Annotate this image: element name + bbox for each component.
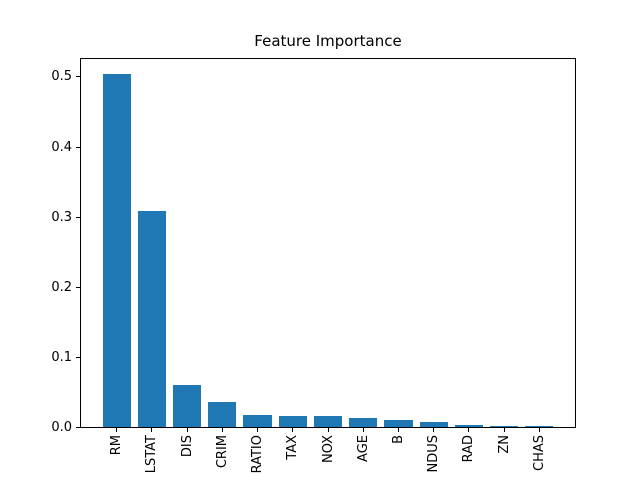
x-axis-tick-label: ZN [496,434,512,454]
x-axis-tick [292,427,294,432]
x-axis-tick [151,427,153,432]
bar [173,384,202,428]
y-axis-tick-label: 0.3 [51,209,72,225]
x-axis-tick [433,427,435,432]
chart-title: Feature Importance [254,32,402,50]
y-axis-tick [76,286,80,288]
x-axis-tick [362,427,364,432]
x-axis-tick-label: AGE [355,434,371,462]
bar [208,401,237,428]
x-axis-tick-label: CHAS [531,434,547,471]
y-axis-tick [76,427,80,428]
bar [419,421,448,428]
bar [102,74,131,428]
x-axis-tick [503,427,505,432]
y-axis-tick-label: 0.2 [51,279,72,295]
x-axis-tick-label: DIS [179,434,195,457]
x-axis-tick-label: TAX [285,434,301,460]
bar [137,210,166,428]
x-axis-tick [327,427,329,432]
y-axis-tick [76,76,80,78]
x-axis-tick [397,427,399,432]
x-axis-tick [257,427,259,432]
x-axis-tick-label: NDUS [426,434,442,473]
bar [454,424,483,428]
y-axis-tick-label: 0.0 [51,420,72,435]
bar [243,414,272,428]
x-axis-tick-label: LSTAT [144,434,160,473]
x-axis-tick [221,427,223,432]
bar [278,415,307,428]
y-axis-tick [76,356,80,358]
x-axis-tick [468,427,470,432]
y-axis-tick [76,146,80,148]
x-axis-tick-label: RATIO [250,434,266,473]
x-axis-tick [186,427,188,432]
y-axis-tick-label: 0.4 [51,139,72,155]
x-axis-tick-label: CRIM [214,434,230,468]
bar [349,418,378,428]
x-axis-tick-label: B [390,434,406,444]
y-axis-tick [76,216,80,218]
bar [525,426,554,428]
y-axis-tick-label: 0.1 [51,349,72,365]
x-axis-tick-label: RM [109,434,125,455]
y-axis-tick-label: 0.5 [51,69,72,85]
x-axis-tick [116,427,118,432]
x-axis-tick-label: NOX [320,434,336,463]
bar [384,419,413,428]
bar [313,415,343,428]
x-axis-tick [538,427,540,432]
x-axis-tick-label: RAD [461,434,477,462]
bar [490,425,519,428]
